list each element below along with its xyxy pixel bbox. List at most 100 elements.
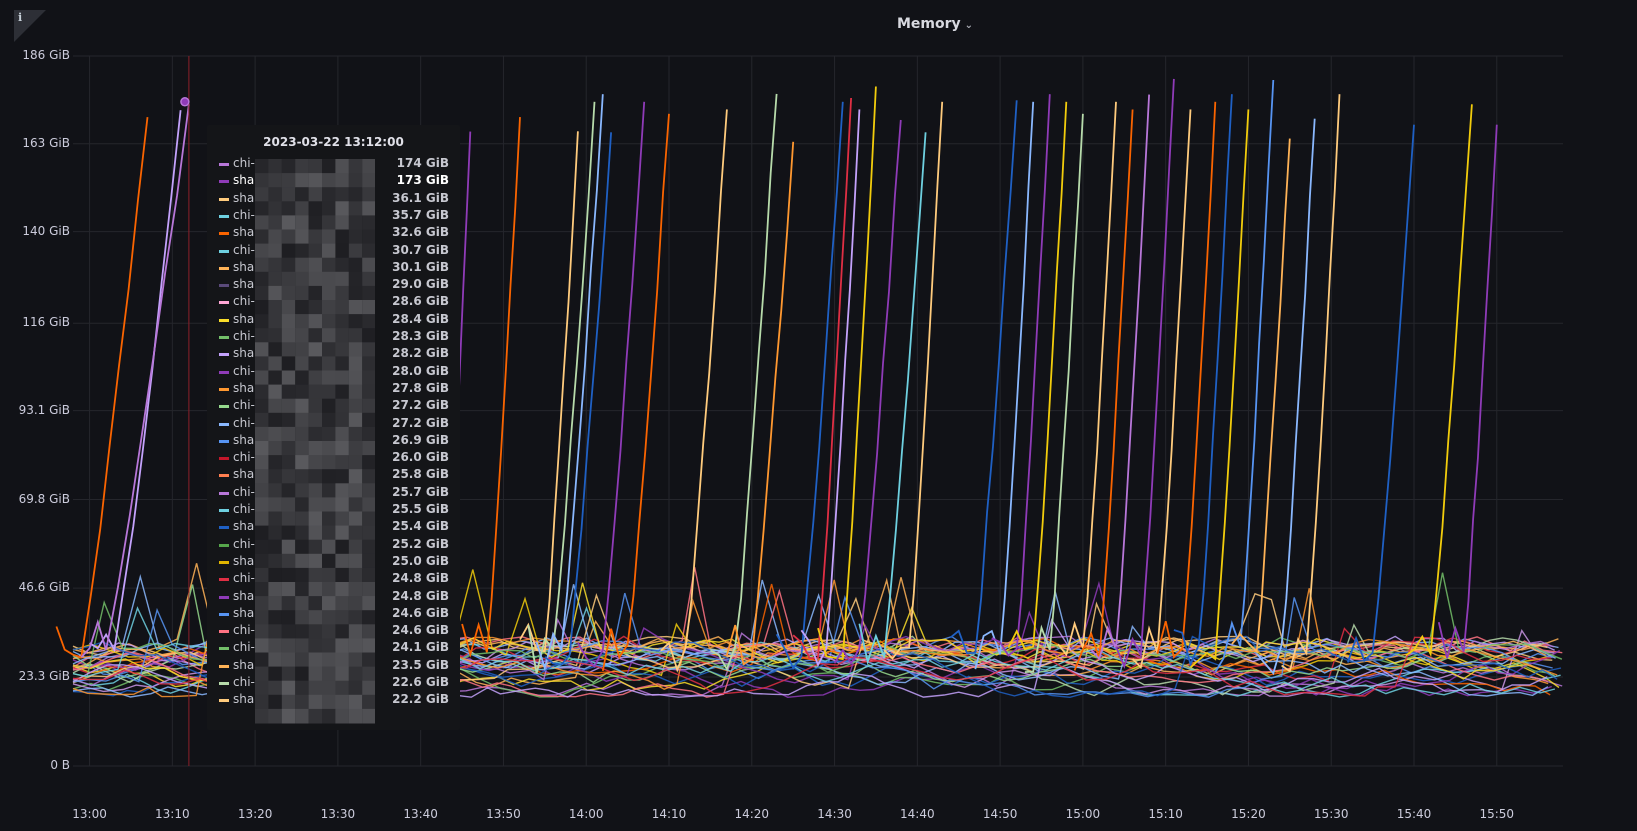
spike-series-line [1090,94,1150,661]
mosaic-block [335,539,349,555]
mosaic-block [281,412,296,428]
mosaic-block [348,300,363,315]
mosaic-block [348,624,363,639]
mosaic-block [322,173,336,188]
mosaic-block [322,666,336,682]
series-color-swatch [219,699,229,703]
tooltip-row: chi- 25.7 GiB [219,484,449,502]
panel-title[interactable]: Memory ⌄ [0,16,1637,32]
chevron-down-icon[interactable]: ⌄ [964,20,974,31]
mosaic-block [335,398,349,414]
mosaic-block [362,511,375,527]
spike-series-line [833,119,902,666]
tooltip-series-value: 24.8 GiB [392,588,449,603]
mosaic-block [268,398,282,414]
tooltip-row: chi- 28.3 GiB [219,328,449,346]
tooltip-row: sha 27.8 GiB [219,380,449,398]
spike-series-line [709,93,778,672]
mosaic-block [255,483,269,498]
mosaic-block [335,497,349,512]
tooltip-row: sha 23.5 GiB [219,657,449,675]
mosaic-block [255,666,269,682]
series-color-swatch [219,595,229,599]
mosaic-block [348,708,363,724]
x-tick-label: 14:20 [734,807,770,821]
mosaic-block [295,314,309,329]
mosaic-block [295,271,309,287]
hover-tooltip: 2023-03-22 13:12:00 chi- 174 GiB sha 173 Gi… [207,125,460,730]
series-color-swatch [219,647,229,651]
mosaic-block [348,257,363,273]
mosaic-block [268,229,282,245]
x-tick-label: 15:20 [1231,807,1266,821]
mosaic-block [281,356,296,371]
mosaic-block [322,285,336,301]
mosaic-block [322,243,336,259]
mosaic-block [295,426,309,442]
mosaic-block [308,243,323,259]
mosaic-block [308,624,323,639]
mosaic-block [348,384,363,400]
x-tick-label: 14:40 [900,807,935,821]
x-tick-label: 13:10 [155,807,190,821]
mosaic-block [362,243,375,259]
panel-title-text[interactable]: Memory [896,16,961,32]
mosaic-block [295,300,309,315]
mosaic-block [268,624,282,639]
mosaic-block [362,159,375,174]
mosaic-block [322,229,336,245]
mosaic-block [322,708,336,724]
mosaic-block [322,567,336,583]
spike-series-line [1131,109,1192,670]
mosaic-block [335,680,349,696]
mosaic-block [255,553,269,569]
mosaic-block [268,469,282,484]
mosaic-block [348,694,363,710]
mosaic-block [362,652,375,668]
mosaic-block [255,215,269,230]
spike-series-line [1057,101,1117,657]
mosaic-block [281,553,296,569]
tooltip-series-name: chi- [233,363,255,378]
x-tick-label: 14:00 [568,807,604,821]
mosaic-block [268,370,282,386]
mosaic-block [308,426,323,442]
mosaic-block [255,229,269,245]
tooltip-row: sha 26.9 GiB [219,432,449,450]
mosaic-block [335,638,349,653]
tooltip-row: chi- 35.7 GiB [219,207,449,225]
mosaic-block [255,708,269,724]
mosaic-block [348,201,363,216]
mosaic-block [322,370,336,386]
mosaic-block [295,285,309,301]
mosaic-block [348,215,363,230]
mosaic-block [362,314,375,329]
mosaic-block [348,314,363,329]
tooltip-series-name: chi- [233,675,255,689]
mosaic-block [322,314,336,329]
series-color-swatch [219,543,229,547]
y-tick-label: 46.6 GiB [18,580,70,595]
mosaic-block [308,455,323,470]
panel-info-corner[interactable] [14,10,46,42]
mosaic-block [255,159,269,174]
mosaic-block [362,257,375,273]
mosaic-block [268,680,282,696]
x-tick-label: 13:40 [403,807,438,821]
mosaic-block [348,553,363,569]
mosaic-block [335,426,349,442]
tooltip-series-value: 24.1 GiB [392,640,449,655]
info-icon[interactable]: i [18,11,23,24]
mosaic-block [295,215,309,230]
spike-series-line [1073,109,1134,671]
mosaic-block [362,539,375,555]
mosaic-block [335,173,349,188]
mosaic-block [281,638,296,653]
tooltip-series-name: sha [233,311,255,326]
mosaic-block [335,652,349,668]
spike-series-line [991,94,1051,657]
mosaic-block [335,201,349,216]
mosaic-block [335,384,349,400]
mosaic-block [322,257,336,273]
tooltip-time: 2023-03-22 13:12:00 [263,135,404,149]
